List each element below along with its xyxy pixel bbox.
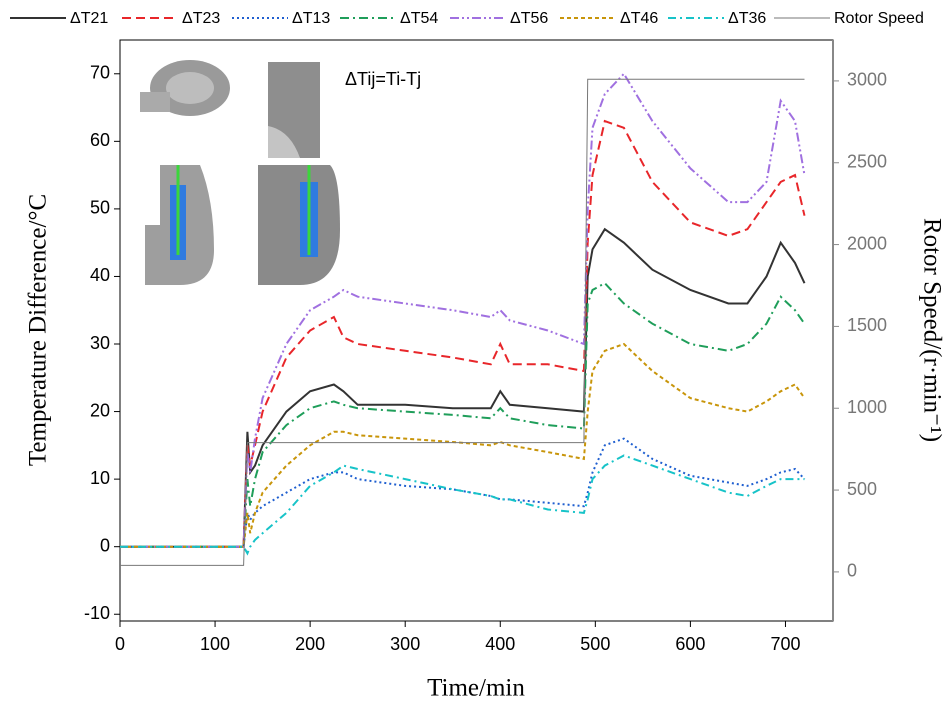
- y2-tick-label: 1000: [847, 397, 887, 417]
- legend-label: ΔT21: [70, 10, 108, 27]
- x-tick-label: 200: [295, 634, 325, 654]
- y2-tick-label: 2500: [847, 151, 887, 171]
- x-tick-label: 300: [390, 634, 420, 654]
- y2-tick-label: 500: [847, 479, 877, 499]
- chart: ΔTij=Ti-Tj Time/min Temperature Differen…: [0, 0, 946, 704]
- legend-label: ΔT13: [292, 10, 330, 27]
- y-tick-label: -10: [84, 603, 110, 623]
- y-tick-label: 10: [90, 468, 110, 488]
- y2-tick-label: 1500: [847, 315, 887, 335]
- legend-label: ΔT23: [182, 10, 220, 27]
- legend-label: ΔT46: [620, 10, 658, 27]
- series-line: [120, 283, 805, 547]
- series-line: [120, 344, 805, 547]
- y-tick-label: 0: [100, 535, 110, 555]
- legend-label: ΔT56: [510, 10, 548, 27]
- y-tick-label: 40: [90, 265, 110, 285]
- plot-frame: [120, 40, 833, 621]
- y-tick-label: 70: [90, 63, 110, 83]
- y-tick-label: 50: [90, 198, 110, 218]
- series-line: [120, 229, 805, 547]
- y-axis-title: Temperature Difference/°C: [25, 194, 52, 466]
- legend-label: Rotor Speed: [834, 10, 924, 27]
- y-tick-label: 60: [90, 130, 110, 150]
- y2-tick-label: 3000: [847, 70, 887, 90]
- y2-axis-title: Rotor Speed/(r·min⁻¹): [918, 218, 945, 442]
- x-tick-label: 0: [115, 634, 125, 654]
- series-line: [120, 439, 805, 547]
- x-tick-label: 100: [200, 634, 230, 654]
- y2-tick-label: 0: [847, 561, 857, 581]
- x-tick-label: 500: [580, 634, 610, 654]
- inset-figure: [140, 60, 340, 285]
- x-tick-label: 400: [485, 634, 515, 654]
- y-tick-label: 20: [90, 400, 110, 420]
- series-line: [120, 74, 805, 547]
- annotation: ΔTij=Ti-Tj: [345, 69, 421, 89]
- legend-label: ΔT36: [728, 10, 766, 27]
- x-tick-label: 600: [675, 634, 705, 654]
- x-tick-label: 700: [770, 634, 800, 654]
- legend-label: ΔT54: [400, 10, 438, 27]
- series-line: [120, 79, 805, 565]
- x-axis-title: Time/min: [427, 675, 525, 702]
- y2-tick-label: 2000: [847, 233, 887, 253]
- series-line: [120, 456, 805, 554]
- y-tick-label: 30: [90, 333, 110, 353]
